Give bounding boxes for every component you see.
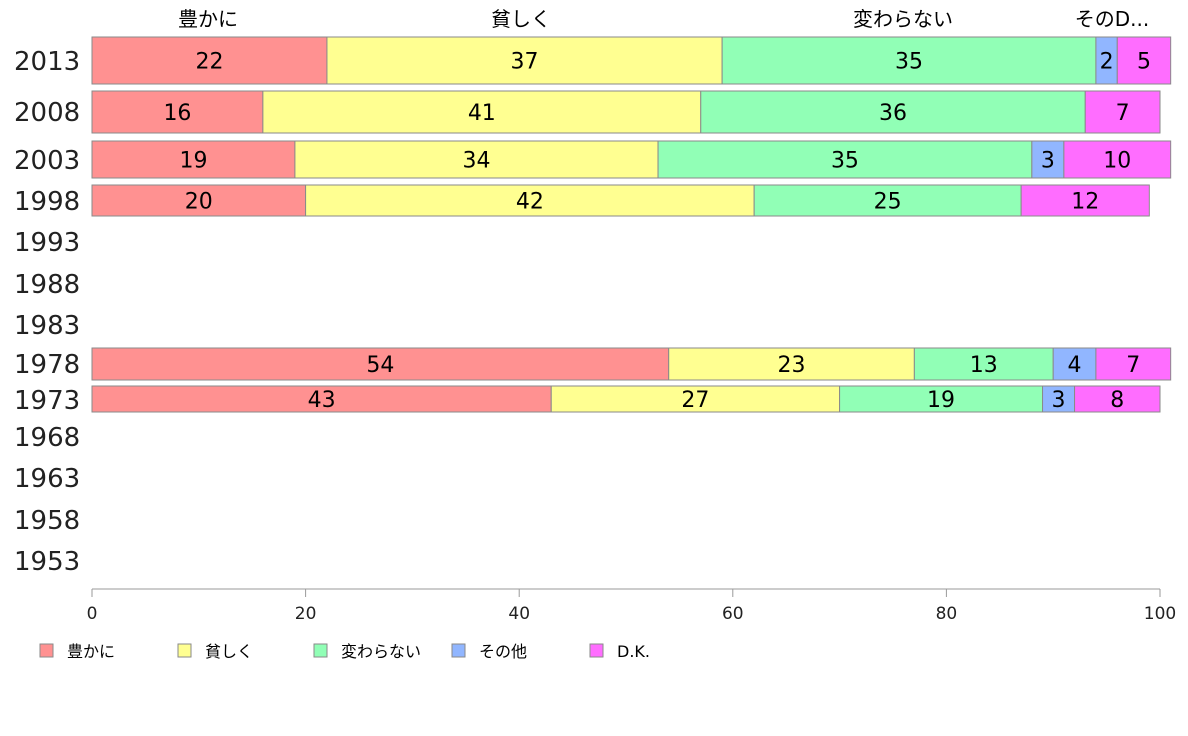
data-label: 3: [1041, 149, 1055, 174]
data-label: 23: [778, 353, 806, 378]
y-tick-label: 1968: [14, 423, 80, 453]
legend-swatch: [313, 643, 328, 658]
bars: 22 37 35 2 5 16 41 36 7 19 34 35 3 10 20 42 25 12 54 23 13 4 7…: [91, 36, 1172, 413]
top-label: そのD...: [1075, 7, 1149, 31]
x-tick-label: 80: [936, 604, 958, 624]
bar-segment: [1031, 140, 1065, 179]
data-label: 7: [1116, 101, 1130, 126]
y-tick-label: 1978: [14, 350, 80, 380]
y-tick-label: 1973: [14, 386, 80, 416]
data-label: 54: [366, 353, 394, 378]
bar-segment: [91, 36, 328, 85]
legend-swatch: [589, 643, 604, 658]
y-tick-label: 1998: [14, 187, 80, 217]
bar-segment: [91, 140, 296, 179]
x-tick-label: 100: [1144, 604, 1176, 624]
legend-swatch: [451, 643, 466, 658]
bar-segment: [1074, 385, 1161, 413]
x-axis: 0 20 40 60 80 100: [87, 588, 1176, 624]
legend-label: 変わらない: [341, 642, 421, 661]
bar-segment: [262, 90, 702, 134]
data-label: 43: [308, 388, 336, 413]
data-label: 19: [179, 149, 207, 174]
bar-segment: [1020, 184, 1150, 217]
bar-segment: [700, 90, 1086, 134]
data-label: 36: [879, 101, 907, 126]
data-label: 12: [1071, 190, 1099, 215]
data-label: 27: [681, 388, 709, 413]
legend-label: D.K.: [617, 642, 650, 661]
x-tick-label: 60: [722, 604, 744, 624]
data-label: 10: [1103, 149, 1131, 174]
bar-segment: [91, 184, 307, 217]
top-label: 豊かに: [178, 7, 238, 31]
y-tick-label: 1958: [14, 506, 80, 536]
y-tick-label: 1953: [14, 547, 80, 577]
data-label: 13: [970, 353, 998, 378]
y-axis-labels: 2013 2008 2003 1998 1993 1988 1983 1978 1973 1968…: [14, 47, 80, 577]
data-label: 35: [895, 50, 923, 75]
bar-segment: [1042, 385, 1076, 413]
data-label: 25: [874, 190, 902, 215]
bar-segment: [91, 385, 552, 413]
bar-segment: [721, 36, 1097, 85]
bar-segment: [657, 140, 1033, 179]
legend-label: 貧しく: [205, 642, 253, 661]
bar-segment: [91, 90, 264, 134]
data-label: 37: [511, 50, 539, 75]
data-label: 5: [1137, 50, 1151, 75]
data-label: 34: [462, 149, 490, 174]
top-label: 変わらない: [853, 7, 953, 31]
legend: 豊かに 貧しく 変わらない その他 D.K.: [39, 642, 650, 661]
data-label: 16: [163, 101, 191, 126]
data-label: 4: [1068, 353, 1082, 378]
x-tick-label: 40: [508, 604, 530, 624]
data-label: 3: [1052, 388, 1066, 413]
data-label: 41: [468, 101, 496, 126]
bar-segment: [294, 140, 659, 179]
top-label: 貧しく: [491, 7, 551, 31]
data-label: 35: [831, 149, 859, 174]
x-tick-label: 0: [87, 604, 98, 624]
bar-segment: [1084, 90, 1161, 134]
legend-swatch: [39, 643, 54, 658]
bar-segment: [91, 347, 670, 381]
data-label: 19: [927, 388, 955, 413]
y-tick-label: 2003: [14, 146, 80, 176]
y-tick-label: 2013: [14, 47, 80, 77]
data-label: 22: [195, 50, 223, 75]
bar-segment: [1052, 347, 1097, 381]
y-tick-label: 1988: [14, 270, 80, 300]
legend-label: その他: [479, 642, 527, 661]
x-tick-label: 20: [295, 604, 317, 624]
bar-segment: [1095, 347, 1172, 381]
legend-swatch: [177, 643, 192, 658]
data-label: 42: [516, 190, 544, 215]
bar-segment: [1116, 36, 1172, 85]
bar-segment: [305, 184, 755, 217]
y-tick-label: 1963: [14, 464, 80, 494]
bar-segment: [326, 36, 723, 85]
data-label: 20: [185, 190, 213, 215]
data-label: 8: [1110, 388, 1124, 413]
y-tick-label: 2008: [14, 98, 80, 128]
data-label: 7: [1126, 353, 1140, 378]
bar-segment: [753, 184, 1022, 217]
bar-segment: [1063, 140, 1172, 179]
data-label: 2: [1100, 50, 1114, 75]
y-tick-label: 1983: [14, 311, 80, 341]
y-tick-label: 1993: [14, 228, 80, 258]
bar-segment: [550, 385, 841, 413]
bar-segment: [839, 385, 1044, 413]
top-category-labels: 豊かに 貧しく 変わらない そのD...: [178, 7, 1149, 31]
bar-segment: [668, 347, 915, 381]
legend-label: 豊かに: [67, 642, 115, 661]
